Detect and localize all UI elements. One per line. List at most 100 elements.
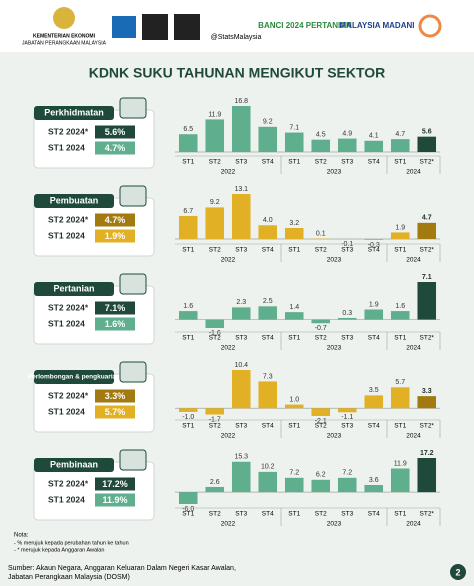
x-tick-label: ST4 <box>368 247 380 254</box>
value-label: 7.1 <box>422 274 432 281</box>
header-bar <box>0 0 474 52</box>
summary-value: 7.1% <box>105 303 126 313</box>
value-label: 4.9 <box>342 130 352 137</box>
summary-box <box>95 317 135 331</box>
bar <box>390 311 410 320</box>
x-tick-label: ST3 <box>341 247 353 254</box>
summary-value: 1.9% <box>105 231 126 241</box>
x-tick-label: ST2 <box>315 423 327 430</box>
summary-label: ST2 2024* <box>48 126 89 136</box>
x-tick-label: ST3 <box>235 159 247 166</box>
summary-label: ST2 2024* <box>48 390 89 400</box>
sector-name: Perkhidmatan <box>44 107 104 117</box>
value-label: 7.2 <box>342 470 352 477</box>
summary-box <box>95 213 135 227</box>
value-label: 1.4 <box>289 304 299 311</box>
x-tick-label: ST2* <box>420 423 435 430</box>
value-label: -0.1 <box>341 241 353 248</box>
x-tick-label: ST2 <box>209 511 221 518</box>
value-label: 6.5 <box>183 126 193 133</box>
x-tick-label: ST4 <box>368 423 380 430</box>
bar <box>258 381 278 409</box>
year-label: 2023 <box>327 169 342 176</box>
value-label: -1.1 <box>341 414 353 421</box>
sector-name: Pertanian <box>53 283 94 293</box>
bar <box>390 139 410 152</box>
summary-label: ST1 2024 <box>48 230 85 240</box>
bar <box>364 238 384 240</box>
bar <box>390 387 410 409</box>
bar <box>364 484 384 493</box>
x-tick-label: ST4 <box>262 247 274 254</box>
source: Sumber: Akaun Negara, Anggaran Keluaran … <box>8 565 236 572</box>
sector-tab <box>34 370 114 384</box>
summary-box <box>95 141 135 155</box>
value-label: 4.0 <box>263 217 273 224</box>
notes-heading: Nota: <box>14 533 29 539</box>
year-label: 2023 <box>327 257 342 264</box>
year-label: 2022 <box>221 433 236 440</box>
bar <box>417 458 437 493</box>
page-title: KDNK SUKU TAHUNAN MENGIKUT SEKTOR <box>89 65 386 81</box>
value-label: 17.2 <box>420 450 434 457</box>
value-label: 11.9 <box>208 111 221 118</box>
x-tick-label: ST2 <box>209 159 221 166</box>
x-tick-label: ST1 <box>182 159 194 166</box>
year-label: 2024 <box>406 257 421 264</box>
value-label: 3.3 <box>422 388 432 395</box>
summary-label: ST2 2024* <box>48 478 89 488</box>
sector-tab <box>34 458 114 472</box>
x-tick-label: ST1 <box>288 423 300 430</box>
x-tick-label: ST1 <box>288 247 300 254</box>
x-tick-label: ST4 <box>262 423 274 430</box>
x-tick-label: ST3 <box>341 423 353 430</box>
year-label: 2024 <box>406 433 421 440</box>
source: Jabatan Perangkaan Malaysia (DOSM) <box>8 574 130 581</box>
bar <box>284 132 304 152</box>
bar <box>284 312 304 320</box>
value-label: 4.7 <box>422 215 432 222</box>
bar <box>205 486 225 493</box>
summary-label: ST2 2024* <box>48 302 89 312</box>
x-tick-label: ST4 <box>262 511 274 518</box>
value-label: 1.9 <box>369 301 379 308</box>
value-label: 0.1 <box>316 230 326 237</box>
value-label: -6.0 <box>182 506 194 513</box>
bar <box>205 408 225 415</box>
value-label: 4.5 <box>316 132 326 139</box>
bar <box>284 227 304 239</box>
value-label: 10.4 <box>234 362 248 369</box>
x-tick-label: ST2 <box>315 159 327 166</box>
x-tick-label: ST1 <box>394 511 406 518</box>
summary-label: ST1 2024 <box>48 406 85 416</box>
x-tick-label: ST1 <box>288 335 300 342</box>
bar <box>364 140 384 152</box>
x-tick-label: ST2 <box>209 335 221 342</box>
bar <box>311 408 331 416</box>
summary-value: 3.3% <box>105 391 126 401</box>
value-label: 7.2 <box>289 470 299 477</box>
department: JABATAN PERANGKAAN MALAYSIA <box>22 40 107 46</box>
bar <box>178 311 198 320</box>
value-label: 9.2 <box>210 199 220 206</box>
x-tick-label: ST3 <box>235 423 247 430</box>
qr-code <box>174 14 200 40</box>
value-label: 2.6 <box>210 479 220 486</box>
year-label: 2023 <box>327 345 342 352</box>
bar <box>417 282 437 320</box>
ministry: KEMENTERIAN EKONOMI <box>33 33 96 39</box>
value-label: 7.3 <box>263 373 273 380</box>
social-handle: @StatsMalaysia <box>211 34 262 41</box>
sector-icon <box>119 449 147 471</box>
value-label: -1.0 <box>182 414 194 421</box>
value-label: 5.6 <box>422 129 432 136</box>
summary-box <box>95 493 135 507</box>
summary-box <box>95 477 135 491</box>
value-label: 4.1 <box>369 133 379 140</box>
value-label: 11.9 <box>394 460 407 467</box>
census-logo: BANCI 2024 PERTANIAN <box>258 21 352 30</box>
x-tick-label: ST1 <box>288 159 300 166</box>
qr-code <box>142 14 168 40</box>
summary-value: 4.7% <box>105 215 126 225</box>
